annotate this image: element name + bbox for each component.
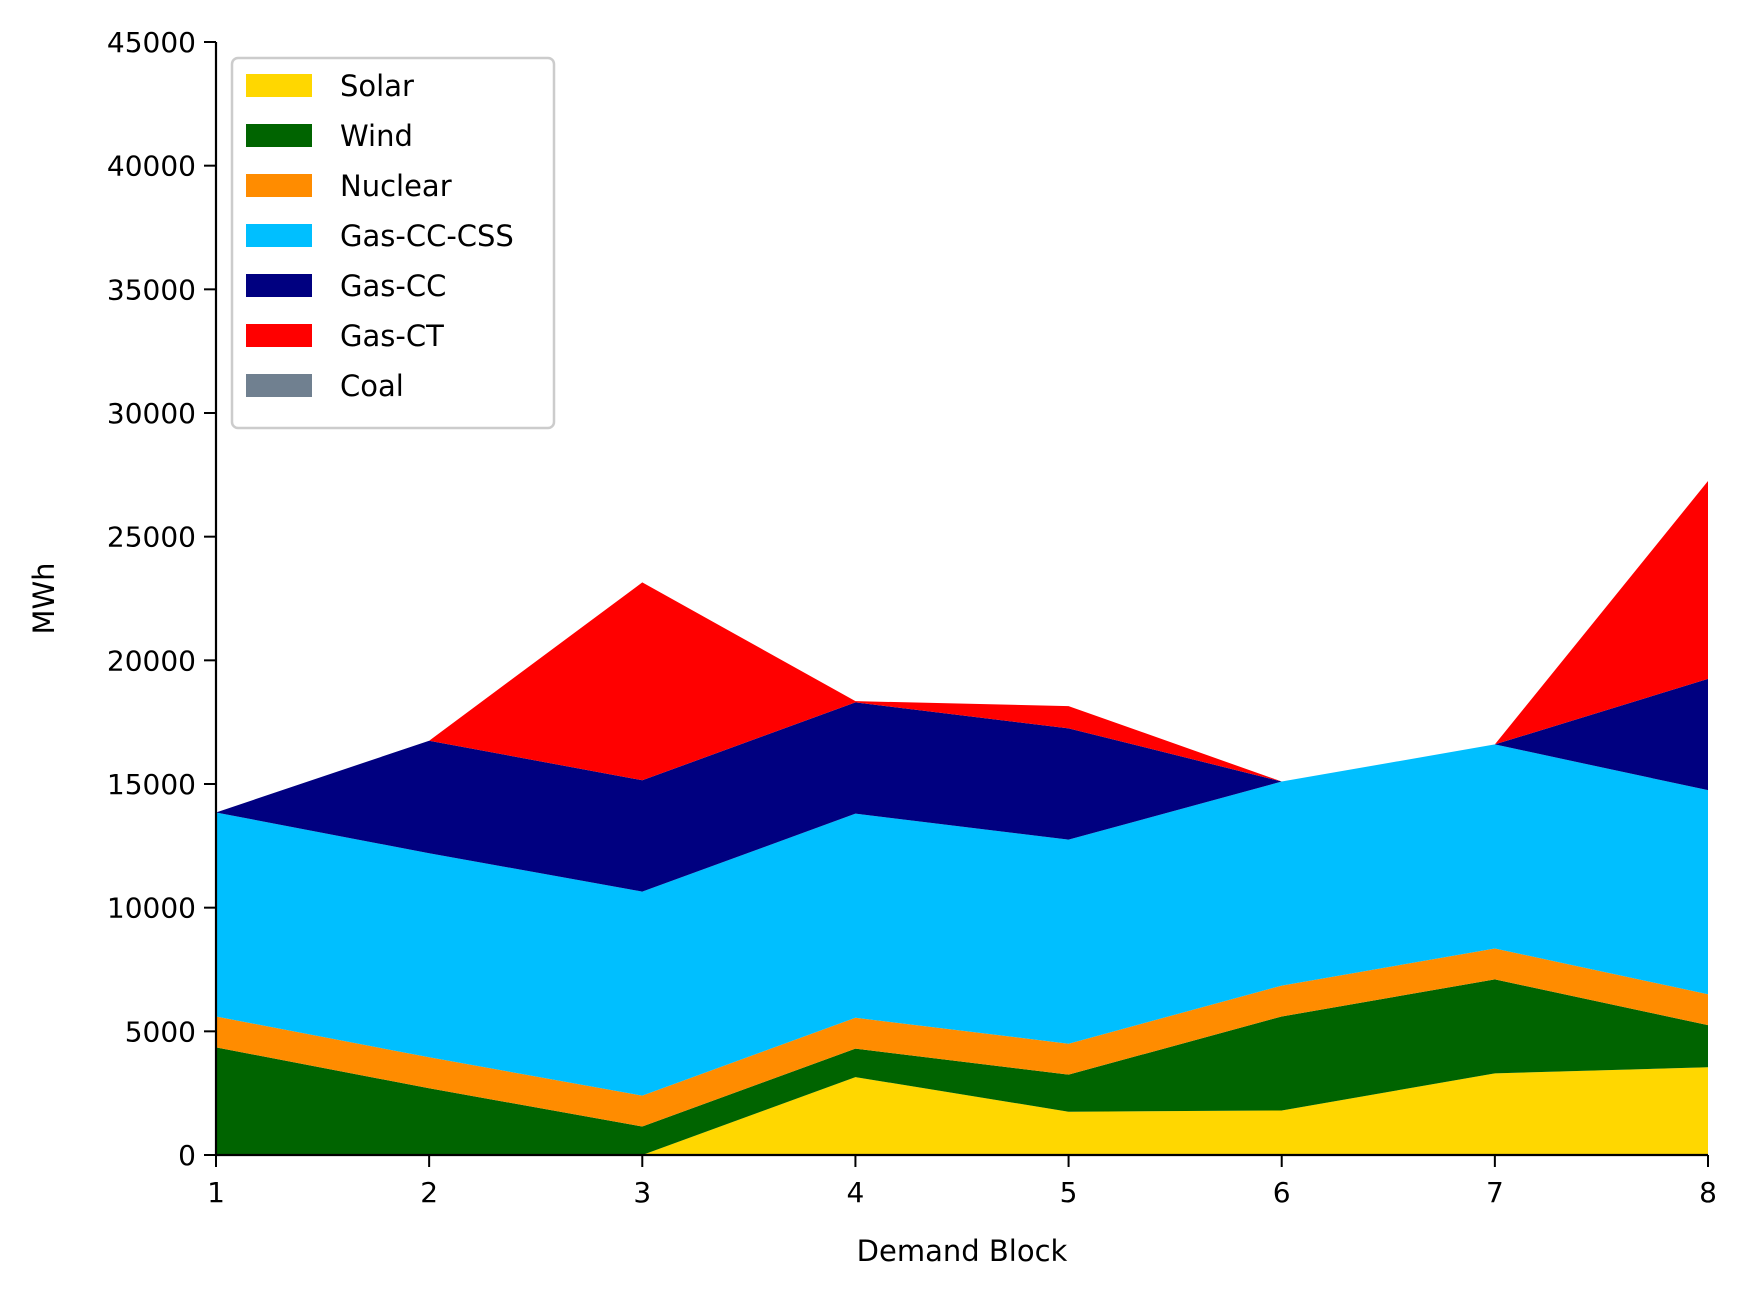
legend-label-gas-ct: Gas-CT [340, 319, 444, 353]
area-series-gas-cc-css [216, 744, 1708, 1096]
x-tick-label: 5 [1060, 1176, 1078, 1209]
x-axis-label: Demand Block [857, 1234, 1068, 1268]
y-tick-label: 10000 [107, 892, 196, 925]
y-tick-label: 40000 [107, 150, 196, 183]
y-tick-label: 30000 [107, 397, 196, 430]
legend-label-coal: Coal [340, 369, 404, 403]
areas-layer [216, 481, 1708, 1155]
legend-swatch-gas-cc-css [246, 224, 312, 247]
x-tick-label: 7 [1486, 1176, 1504, 1209]
legend-swatch-gas-cc [246, 274, 312, 297]
y-tick-label: 45000 [107, 26, 196, 59]
legend-swatch-coal [246, 374, 312, 397]
area-series-nuclear [216, 948, 1708, 1127]
x-tick-label: 3 [633, 1176, 651, 1209]
legend-swatch-solar [246, 74, 312, 97]
legend-label-gas-cc: Gas-CC [340, 269, 446, 303]
area-series-solar [216, 1067, 1708, 1155]
legend-label-nuclear: Nuclear [340, 169, 452, 203]
legend: Solar Wind Nuclear Gas-CC-CSS Gas-CC Gas-CT Co… [230, 56, 556, 430]
legend-swatch-nuclear [246, 174, 312, 197]
area-series-gas-ct [216, 481, 1708, 813]
x-tick-label: 4 [847, 1176, 865, 1209]
y-tick-label: 25000 [107, 521, 196, 554]
legend-label-solar: Solar [340, 69, 414, 103]
y-tick-label: 0 [178, 1139, 196, 1172]
y-tick-label: 35000 [107, 273, 196, 306]
legend-frame [230, 56, 556, 430]
legend-swatch-gas-ct [246, 324, 312, 347]
x-tick-label: 1 [207, 1176, 225, 1209]
y-tick-label: 20000 [107, 644, 196, 677]
y-axis-label: MWh [27, 562, 61, 634]
legend-swatch-wind [246, 124, 312, 147]
legend-label-gas-cc-css: Gas-CC-CSS [340, 219, 514, 253]
y-tick-label: 15000 [107, 768, 196, 801]
y-tick-label: 5000 [125, 1015, 196, 1048]
x-tick-label: 2 [420, 1176, 438, 1209]
area-series-wind [216, 979, 1708, 1155]
area-series-gas-cc [216, 678, 1708, 892]
legend-label-wind: Wind [340, 119, 413, 153]
axes-layer: 0 5000 10000 15000 20000 25000 30000 35000 40000… [107, 26, 1717, 1209]
x-tick-label: 8 [1699, 1176, 1717, 1209]
x-tick-label: 6 [1273, 1176, 1291, 1209]
